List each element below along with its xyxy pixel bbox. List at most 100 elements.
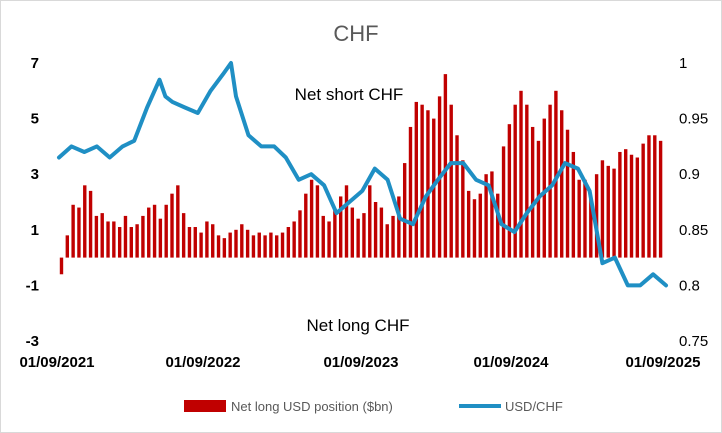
right-axis-ticks: 0.75 0.8 0.85 0.9 0.95 1: [679, 55, 708, 350]
bar-mark: [187, 227, 192, 258]
legend-bar-label: Net long USD position ($bn): [231, 399, 393, 414]
bar-mark: [257, 232, 261, 258]
bar-mark: [216, 235, 221, 258]
bar-mark: [490, 171, 494, 258]
bar-mark: [391, 215, 395, 258]
bar-mark: [333, 210, 337, 258]
bar-mark: [181, 213, 186, 258]
bar-mark: [373, 202, 378, 258]
bar-mark: [112, 221, 116, 258]
bar-mark: [449, 104, 453, 258]
bar-mark: [420, 104, 424, 258]
bar-mark: [548, 104, 552, 258]
bar-mark: [164, 204, 168, 258]
bar-mark: [222, 238, 227, 258]
x-axis-tick-label: 01/09/2025: [625, 354, 700, 371]
x-axis-tick-label: 01/09/2021: [19, 354, 94, 371]
bar-mark: [408, 126, 413, 258]
legend-bar-swatch: [184, 400, 226, 412]
bar-mark: [176, 185, 180, 258]
bar-mark: [100, 213, 104, 258]
bar-mark: [560, 110, 564, 258]
bar-mark: [519, 90, 523, 258]
bar-mark: [106, 221, 110, 258]
left-axis-tick-label: 3: [31, 166, 39, 183]
usd-chf-line: [57, 61, 668, 288]
bar-mark: [565, 129, 570, 258]
x-axis-tick-label: 01/09/2023: [323, 354, 398, 371]
bar-mark: [606, 165, 610, 258]
bar-mark: [309, 179, 314, 258]
bar-mark: [251, 235, 256, 258]
bar-mark: [600, 160, 605, 258]
bar-mark: [211, 224, 215, 258]
bar-mark: [658, 140, 663, 258]
bar-mark: [234, 229, 238, 258]
bar-mark: [542, 118, 546, 258]
bar-mark: [193, 227, 197, 258]
bar-mark: [525, 104, 529, 258]
bar-mark: [379, 207, 384, 258]
bar-mark: [507, 124, 512, 258]
bar-mark: [577, 179, 581, 258]
bar-mark: [286, 227, 291, 258]
right-axis-tick-label: 0.9: [679, 166, 700, 183]
bar-mark: [147, 207, 151, 258]
annotation-net-long: Net long CHF: [307, 316, 410, 335]
left-axis-tick-label: -3: [26, 333, 39, 350]
bar-mark: [402, 163, 407, 258]
bar-mark: [71, 204, 75, 258]
bar-mark: [344, 185, 349, 258]
bar-mark: [327, 221, 331, 258]
bar-mark: [129, 227, 133, 258]
bar-mark: [141, 215, 145, 258]
bar-mark: [530, 126, 535, 258]
bar-mark: [123, 215, 128, 258]
bar-mark: [624, 149, 628, 258]
bar-mark: [455, 135, 459, 258]
bar-mark: [199, 232, 203, 258]
bar-mark: [135, 224, 139, 258]
bar-mark: [205, 221, 209, 258]
bar-mark: [397, 196, 401, 258]
bar-mark: [443, 74, 448, 258]
bar-mark: [269, 232, 273, 258]
bar-mark: [554, 90, 558, 258]
left-axis-tick-label: 1: [31, 222, 39, 239]
bar-mark: [158, 218, 163, 258]
bar-mark: [263, 235, 267, 258]
bar-mark: [461, 160, 465, 258]
bar-mark: [292, 221, 296, 258]
bar-mark: [472, 199, 477, 258]
bar-mark: [647, 135, 651, 258]
left-axis-tick-label: 5: [31, 111, 39, 128]
bar-mark: [170, 193, 174, 258]
legend: Net long USD position ($bn) USD/CHF: [184, 399, 563, 414]
bar-mark: [117, 227, 122, 258]
bar-mark: [245, 229, 250, 258]
bar-mark: [356, 218, 360, 258]
bar-mark: [65, 235, 70, 258]
bar-mark: [641, 143, 645, 258]
bar-mark: [228, 232, 232, 258]
bar-mark: [653, 135, 657, 258]
bar-mark: [275, 235, 279, 258]
bar-mark: [635, 157, 640, 258]
bar-mark: [414, 101, 418, 258]
right-axis-tick-label: 1: [679, 55, 687, 72]
line-series-layer: [57, 61, 668, 288]
bar-mark: [315, 185, 320, 258]
bar-mark: [362, 213, 366, 258]
bar-mark: [298, 210, 302, 258]
bar-mark: [240, 224, 244, 258]
bar-mark: [426, 110, 430, 258]
bar-mark: [339, 196, 343, 258]
left-axis-tick-label: -1: [26, 277, 39, 294]
chart-title: CHF: [333, 21, 378, 46]
bar-mark: [478, 193, 482, 258]
bar-mark: [152, 204, 157, 258]
bar-mark: [594, 174, 599, 258]
left-axis-tick-label: 7: [31, 55, 39, 72]
